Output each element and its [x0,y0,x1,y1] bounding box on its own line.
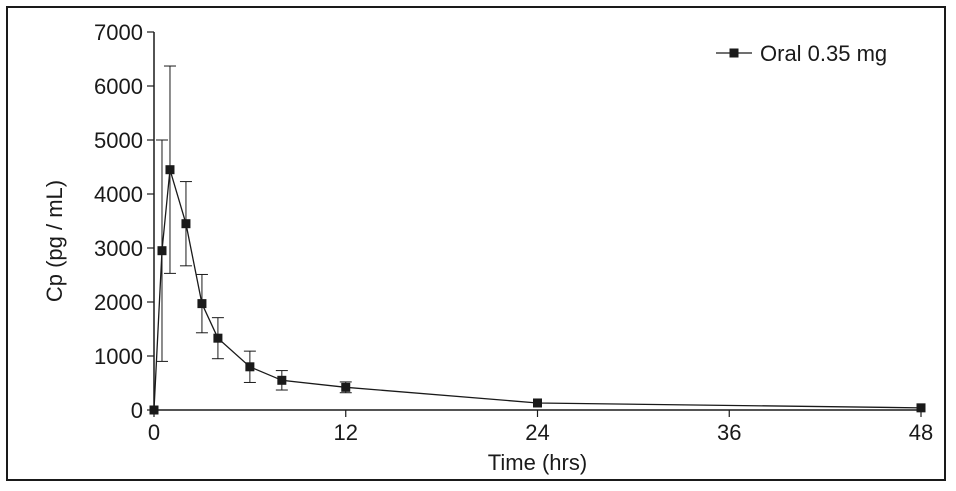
legend: Oral 0.35 mg [716,41,887,66]
data-point [181,219,191,229]
x-tick-label: 0 [148,420,160,445]
legend-entry: Oral 0.35 mg [760,41,887,66]
data-point [277,375,287,385]
y-tick-label: 3000 [94,236,143,261]
y-tick-label: 0 [131,398,143,423]
x-tick-label: 48 [909,420,933,445]
data-point [245,362,255,372]
data-point [197,299,207,309]
y-tick-label: 4000 [94,182,143,207]
data-point [165,165,175,175]
x-tick-label: 24 [525,420,549,445]
plot-marks [149,65,926,415]
chart-frame [6,6,946,481]
legend-square-marker-icon [729,48,739,58]
data-point [149,405,159,415]
x-axis-title: Time (hrs) [488,450,587,475]
axes: 0 1000 2000 3000 4000 5000 6000 7000 0 12 24 36 48 [94,20,933,445]
series-line [153,169,922,411]
x-tick-label: 36 [717,420,741,445]
y-axis-title: Cp (pg / mL) [42,180,67,302]
y-tick-label: 6000 [94,74,143,99]
y-tick-label: 5000 [94,128,143,153]
data-point [341,382,351,392]
y-tick-label: 1000 [94,344,143,369]
data-point [157,246,167,256]
y-tick-label: 2000 [94,290,143,315]
x-tick-label: 12 [334,420,358,445]
data-point [213,333,223,343]
data-point [533,398,542,408]
data-point [916,403,926,413]
y-tick-label: 7000 [94,20,143,45]
